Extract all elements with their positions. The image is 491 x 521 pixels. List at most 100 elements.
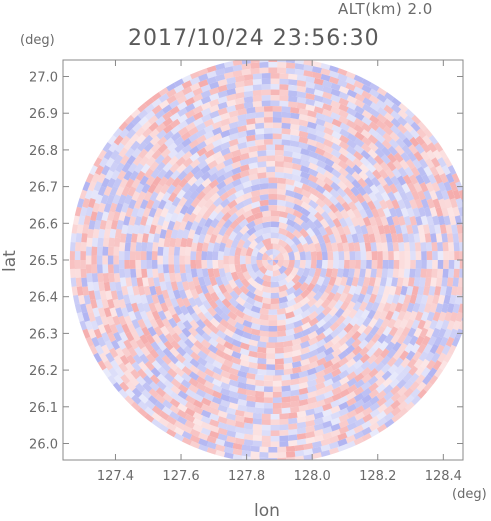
radar-cell bbox=[144, 399, 156, 410]
radar-cell bbox=[315, 198, 326, 208]
radar-cell bbox=[167, 204, 177, 215]
radar-cell bbox=[256, 260, 264, 269]
radar-cell bbox=[446, 277, 454, 287]
radar-cell bbox=[189, 190, 200, 201]
radar-cell bbox=[323, 340, 334, 350]
radar-cell bbox=[209, 276, 218, 287]
radar-cell bbox=[137, 102, 148, 113]
radar-cell bbox=[382, 260, 389, 269]
radar-cell bbox=[113, 154, 123, 165]
radar-cell bbox=[261, 260, 269, 268]
radar-cell bbox=[220, 233, 230, 244]
radar-cell bbox=[361, 432, 372, 442]
radar-cell bbox=[150, 341, 161, 352]
radar-cell bbox=[257, 357, 267, 365]
radar-cell bbox=[168, 255, 174, 265]
radar-cell bbox=[346, 409, 357, 419]
radar-cell bbox=[96, 264, 103, 274]
radar-cell bbox=[425, 327, 435, 339]
radar-cell bbox=[115, 202, 124, 213]
radar-cell bbox=[259, 446, 269, 453]
radar-cell bbox=[124, 114, 135, 125]
radar-cell bbox=[192, 417, 203, 427]
radar-cell bbox=[464, 303, 471, 313]
radar-cell bbox=[373, 354, 384, 366]
radar-cell bbox=[140, 260, 147, 270]
radar-cell bbox=[379, 161, 390, 172]
radar-cell bbox=[322, 312, 333, 323]
radar-cell bbox=[167, 289, 176, 300]
radar-cell bbox=[206, 435, 217, 444]
radar-cell bbox=[283, 340, 294, 348]
radar-cell bbox=[371, 301, 380, 312]
radar-cell bbox=[240, 246, 248, 257]
radar-cell bbox=[192, 276, 200, 287]
radar-cell bbox=[281, 111, 291, 119]
radar-cell bbox=[248, 167, 259, 176]
radar-cell bbox=[368, 142, 379, 152]
radar-cell bbox=[374, 140, 385, 151]
radar-cell bbox=[259, 205, 269, 213]
radar-cell bbox=[452, 303, 461, 314]
radar-cell bbox=[283, 150, 293, 158]
radar-cell bbox=[110, 359, 120, 371]
radar-cell bbox=[224, 283, 234, 294]
radar-cell bbox=[168, 155, 179, 166]
radar-cell bbox=[234, 426, 245, 434]
radar-cell bbox=[305, 408, 316, 416]
radar-cell bbox=[285, 286, 296, 296]
radar-cell bbox=[354, 111, 365, 121]
radar-cell bbox=[174, 360, 186, 371]
radar-cell bbox=[245, 134, 256, 142]
radar-cell bbox=[204, 292, 214, 303]
radar-cell bbox=[137, 190, 147, 202]
radar-cell bbox=[257, 368, 267, 376]
radar-cell bbox=[73, 294, 80, 305]
radar-cell bbox=[377, 176, 388, 187]
radar-cell bbox=[193, 117, 204, 127]
radar-cell bbox=[229, 246, 237, 257]
radar-cell bbox=[200, 338, 212, 349]
radar-cell bbox=[177, 390, 189, 400]
radar-cell bbox=[380, 146, 392, 157]
radar-cell bbox=[181, 80, 193, 90]
radar-cell bbox=[459, 260, 463, 269]
radar-cell bbox=[285, 62, 296, 69]
radar-cell bbox=[299, 251, 306, 260]
radar-cell bbox=[263, 380, 273, 387]
radar-cell bbox=[261, 238, 272, 246]
radar-cell bbox=[308, 168, 319, 177]
radar-cell bbox=[331, 118, 342, 128]
radar-cell bbox=[115, 162, 125, 173]
radar-cell bbox=[296, 102, 307, 110]
radar-cell bbox=[296, 432, 307, 440]
radar-cell bbox=[392, 268, 400, 279]
radar-cell bbox=[226, 424, 237, 432]
radar-cell bbox=[376, 183, 386, 195]
radar-cell bbox=[405, 190, 415, 202]
radar-cell bbox=[447, 344, 457, 355]
radar-cell bbox=[147, 326, 157, 337]
radar-cell bbox=[381, 242, 388, 252]
radar-cell bbox=[300, 159, 311, 168]
radar-cell bbox=[121, 202, 130, 213]
radar-cell bbox=[353, 359, 364, 370]
radar-cell bbox=[266, 155, 276, 162]
radar-cell bbox=[345, 440, 356, 449]
radar-cell bbox=[231, 350, 242, 360]
radar-cell bbox=[102, 273, 110, 283]
radar-cell bbox=[403, 268, 411, 278]
radar-cell bbox=[75, 241, 82, 252]
radar-cell bbox=[130, 277, 138, 287]
radar-cell bbox=[184, 420, 195, 429]
radar-cell bbox=[211, 121, 223, 130]
radar-cell bbox=[361, 84, 372, 94]
radar-cell bbox=[340, 276, 348, 287]
radar-cell bbox=[427, 335, 437, 347]
radar-cell bbox=[162, 255, 169, 265]
radar-cell bbox=[359, 268, 366, 278]
radar-cell bbox=[283, 351, 293, 359]
radar-cell bbox=[308, 317, 319, 327]
radar-cell bbox=[362, 276, 371, 287]
radar-cell bbox=[163, 199, 173, 210]
